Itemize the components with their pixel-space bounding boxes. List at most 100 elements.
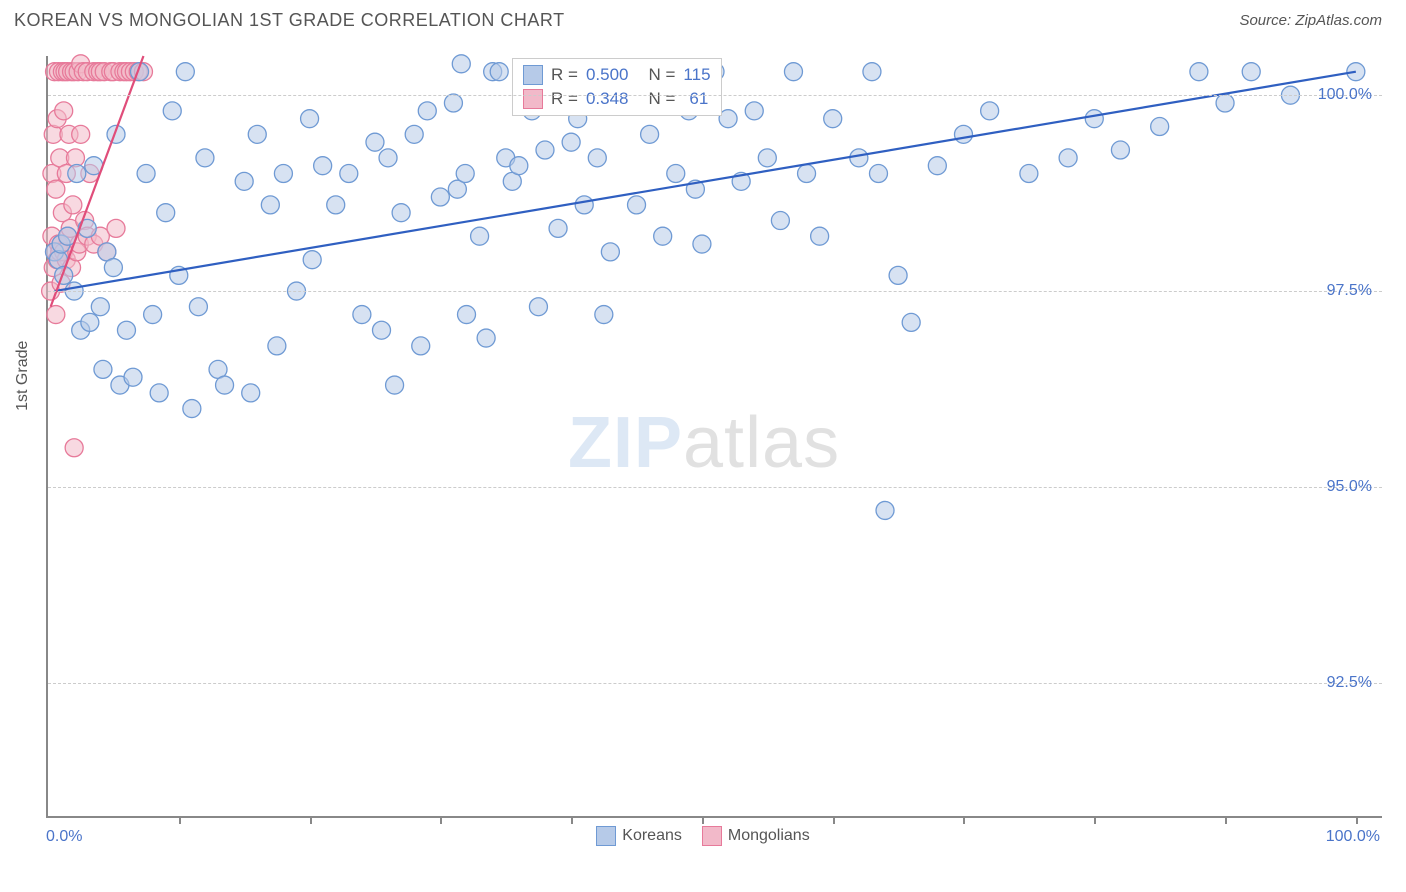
- data-point: [824, 110, 842, 128]
- data-point: [562, 133, 580, 151]
- y-tick-label: 95.0%: [1327, 478, 1372, 496]
- data-point: [104, 259, 122, 277]
- legend-label-koreans: Koreans: [622, 827, 682, 845]
- data-point: [1085, 110, 1103, 128]
- data-point: [667, 165, 685, 183]
- data-point: [654, 227, 672, 245]
- data-point: [47, 306, 65, 324]
- data-point: [719, 110, 737, 128]
- data-point: [150, 384, 168, 402]
- data-point: [693, 235, 711, 253]
- gridline: [48, 487, 1382, 488]
- data-point: [588, 149, 606, 167]
- data-point: [628, 196, 646, 214]
- data-point: [176, 63, 194, 81]
- data-point: [1190, 63, 1208, 81]
- data-point: [745, 102, 763, 120]
- plot-area: R = 0.500 N = 115 R = 0.348 N = 61 ZIPat…: [46, 56, 1382, 818]
- data-point: [91, 298, 109, 316]
- data-point: [216, 376, 234, 394]
- data-point: [1216, 94, 1234, 112]
- data-point: [444, 94, 462, 112]
- data-point: [94, 360, 112, 378]
- data-point: [72, 125, 90, 143]
- data-point: [373, 321, 391, 339]
- data-point: [771, 212, 789, 230]
- data-point: [124, 368, 142, 386]
- stats-row-koreans: R = 0.500 N = 115: [523, 63, 711, 87]
- data-point: [327, 196, 345, 214]
- legend-swatch-mongolians: [702, 826, 722, 846]
- data-point: [928, 157, 946, 175]
- data-point: [405, 125, 423, 143]
- value-n-koreans: 115: [683, 65, 710, 85]
- data-point: [510, 157, 528, 175]
- legend-item-mongolians: Mongolians: [702, 826, 810, 846]
- data-point: [183, 400, 201, 418]
- y-tick-label: 92.5%: [1327, 674, 1372, 692]
- x-tick: [571, 816, 573, 824]
- legend-item-koreans: Koreans: [596, 826, 682, 846]
- swatch-mongolians: [523, 89, 543, 109]
- data-point: [876, 501, 894, 519]
- data-point: [64, 196, 82, 214]
- data-point: [954, 125, 972, 143]
- label-n: N =: [648, 65, 675, 85]
- label-n: N =: [648, 89, 675, 109]
- stats-row-mongolians: R = 0.348 N = 61: [523, 87, 711, 111]
- data-point: [274, 165, 292, 183]
- data-point: [431, 188, 449, 206]
- swatch-koreans: [523, 65, 543, 85]
- x-tick: [702, 816, 704, 824]
- chart-title: KOREAN VS MONGOLIAN 1ST GRADE CORRELATIO…: [14, 10, 565, 31]
- value-r-mongolians: 0.348: [586, 89, 629, 109]
- x-tick: [1094, 816, 1096, 824]
- data-point: [471, 227, 489, 245]
- data-point: [1059, 149, 1077, 167]
- data-point: [850, 149, 868, 167]
- x-tick: [1225, 816, 1227, 824]
- data-point: [1111, 141, 1129, 159]
- data-point: [65, 439, 83, 457]
- data-point: [1151, 118, 1169, 136]
- data-point: [68, 165, 86, 183]
- data-point: [107, 219, 125, 237]
- legend-swatch-koreans: [596, 826, 616, 846]
- header: KOREAN VS MONGOLIAN 1ST GRADE CORRELATIO…: [0, 0, 1406, 37]
- data-point: [248, 125, 266, 143]
- data-point: [595, 306, 613, 324]
- bottom-legend: Koreans Mongolians: [0, 826, 1406, 846]
- label-r: R =: [551, 65, 578, 85]
- data-point: [163, 102, 181, 120]
- data-point: [412, 337, 430, 355]
- data-point: [549, 219, 567, 237]
- data-point: [869, 165, 887, 183]
- data-point: [641, 125, 659, 143]
- data-point: [575, 196, 593, 214]
- legend-label-mongolians: Mongolians: [728, 827, 810, 845]
- data-point: [353, 306, 371, 324]
- data-point: [458, 306, 476, 324]
- data-point: [811, 227, 829, 245]
- data-point: [303, 251, 321, 269]
- x-tick: [179, 816, 181, 824]
- data-point: [379, 149, 397, 167]
- y-tick-label: 97.5%: [1327, 282, 1372, 300]
- data-point: [758, 149, 776, 167]
- y-tick-label: 100.0%: [1318, 86, 1372, 104]
- data-point: [863, 63, 881, 81]
- data-point: [81, 313, 99, 331]
- data-point: [144, 306, 162, 324]
- data-point: [47, 180, 65, 198]
- source-attribution: Source: ZipAtlas.com: [1239, 12, 1382, 29]
- scatter-svg: [48, 56, 1382, 816]
- data-point: [889, 266, 907, 284]
- data-point: [268, 337, 286, 355]
- data-point: [137, 165, 155, 183]
- data-point: [235, 172, 253, 190]
- data-point: [456, 165, 474, 183]
- x-tick: [440, 816, 442, 824]
- x-tick: [963, 816, 965, 824]
- data-point: [1020, 165, 1038, 183]
- gridline: [48, 291, 1382, 292]
